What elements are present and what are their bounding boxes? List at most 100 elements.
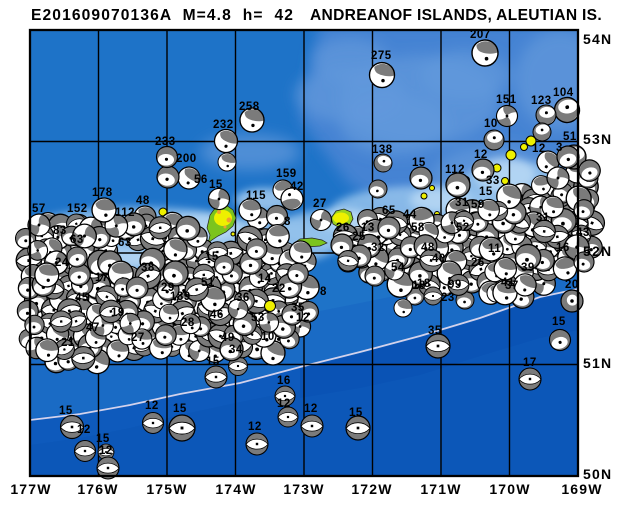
- svg-text:57: 57: [32, 203, 46, 215]
- svg-text:15: 15: [552, 316, 566, 328]
- svg-text:112: 112: [115, 207, 135, 219]
- svg-text:56: 56: [194, 174, 208, 186]
- svg-text:174W: 174W: [215, 481, 256, 497]
- svg-text:15: 15: [173, 403, 187, 415]
- svg-text:19: 19: [111, 307, 125, 319]
- svg-text:26: 26: [471, 257, 485, 269]
- svg-text:31: 31: [455, 197, 469, 209]
- svg-text:34: 34: [229, 344, 243, 356]
- svg-text:233: 233: [155, 136, 176, 148]
- svg-text:15: 15: [412, 157, 426, 169]
- svg-text:20: 20: [565, 279, 579, 291]
- svg-text:176W: 176W: [77, 481, 118, 497]
- svg-text:15: 15: [349, 407, 363, 419]
- svg-text:37: 37: [505, 280, 519, 292]
- svg-text:49: 49: [221, 332, 235, 344]
- svg-text:65: 65: [382, 205, 396, 217]
- svg-text:41: 41: [501, 277, 515, 289]
- svg-text:275: 275: [371, 50, 392, 62]
- svg-text:28: 28: [181, 317, 195, 329]
- svg-text:151: 151: [496, 94, 517, 106]
- svg-text:159: 159: [276, 168, 297, 180]
- svg-text:24: 24: [55, 257, 69, 269]
- svg-text:99: 99: [448, 279, 462, 291]
- svg-text:189: 189: [170, 291, 191, 303]
- svg-text:10: 10: [261, 331, 275, 343]
- svg-text:54N: 54N: [583, 31, 612, 47]
- svg-text:12: 12: [304, 403, 318, 415]
- svg-text:51: 51: [201, 277, 215, 289]
- svg-text:12: 12: [296, 312, 310, 324]
- svg-text:15: 15: [206, 356, 220, 368]
- svg-text:46: 46: [210, 309, 224, 321]
- svg-text:258: 258: [239, 101, 260, 113]
- svg-text:27: 27: [313, 198, 327, 210]
- svg-text:104: 104: [553, 87, 574, 99]
- svg-text:207: 207: [470, 29, 491, 41]
- svg-text:8: 8: [284, 216, 291, 228]
- svg-text:16: 16: [556, 242, 570, 254]
- svg-text:12: 12: [248, 421, 262, 433]
- svg-text:18: 18: [412, 280, 426, 292]
- svg-text:31: 31: [536, 212, 550, 224]
- svg-text:15: 15: [479, 186, 493, 198]
- svg-text:170W: 170W: [489, 481, 530, 497]
- svg-text:10: 10: [484, 118, 498, 130]
- svg-text:12: 12: [145, 400, 159, 412]
- svg-text:13: 13: [361, 222, 375, 234]
- svg-text:47: 47: [86, 322, 100, 334]
- svg-text:112: 112: [445, 164, 465, 176]
- svg-text:12: 12: [99, 445, 113, 457]
- svg-text:48: 48: [136, 195, 150, 207]
- svg-text:12: 12: [532, 143, 546, 155]
- svg-text:58: 58: [411, 222, 425, 234]
- svg-text:175W: 175W: [146, 481, 187, 497]
- svg-text:15: 15: [209, 179, 223, 191]
- svg-text:32: 32: [371, 242, 385, 254]
- svg-text:172W: 172W: [351, 481, 392, 497]
- svg-text:27: 27: [131, 332, 145, 344]
- svg-text:169W: 169W: [561, 481, 602, 497]
- svg-text:42: 42: [290, 181, 304, 193]
- svg-text:152: 152: [67, 203, 88, 215]
- svg-text:17: 17: [95, 272, 109, 284]
- svg-text:18: 18: [417, 278, 431, 290]
- svg-text:21: 21: [61, 337, 75, 349]
- svg-text:40: 40: [432, 253, 446, 265]
- svg-text:173W: 173W: [283, 481, 324, 497]
- svg-text:12: 12: [77, 424, 91, 436]
- svg-text:36: 36: [236, 292, 250, 304]
- svg-text:15: 15: [96, 433, 110, 445]
- svg-text:115: 115: [246, 190, 266, 202]
- svg-text:26: 26: [336, 222, 350, 234]
- svg-text:53N: 53N: [583, 131, 612, 147]
- svg-text:63: 63: [70, 234, 84, 246]
- svg-text:14: 14: [258, 273, 272, 285]
- svg-text:200: 200: [176, 153, 197, 165]
- svg-text:17: 17: [523, 357, 537, 369]
- svg-text:23: 23: [441, 292, 455, 304]
- svg-text:50N: 50N: [583, 466, 612, 482]
- svg-text:16: 16: [277, 375, 291, 387]
- svg-text:54: 54: [391, 262, 405, 274]
- svg-text:8: 8: [320, 286, 327, 298]
- svg-text:12: 12: [277, 398, 291, 410]
- svg-text:25: 25: [352, 231, 366, 243]
- svg-text:232: 232: [213, 119, 234, 131]
- svg-text:178: 178: [92, 187, 113, 199]
- svg-text:39: 39: [521, 262, 535, 274]
- svg-text:29: 29: [161, 282, 175, 294]
- svg-text:59: 59: [471, 199, 485, 211]
- svg-text:177W: 177W: [10, 481, 51, 497]
- svg-text:11: 11: [488, 243, 501, 255]
- svg-text:3: 3: [556, 142, 563, 154]
- svg-text:35: 35: [428, 325, 442, 337]
- svg-text:35: 35: [291, 302, 305, 314]
- svg-text:45: 45: [75, 292, 89, 304]
- svg-text:123: 123: [531, 95, 552, 107]
- svg-text:43: 43: [576, 227, 590, 239]
- svg-text:22: 22: [272, 283, 286, 295]
- svg-text:63: 63: [118, 237, 132, 249]
- svg-text:53: 53: [251, 312, 265, 324]
- svg-text:44: 44: [403, 209, 417, 221]
